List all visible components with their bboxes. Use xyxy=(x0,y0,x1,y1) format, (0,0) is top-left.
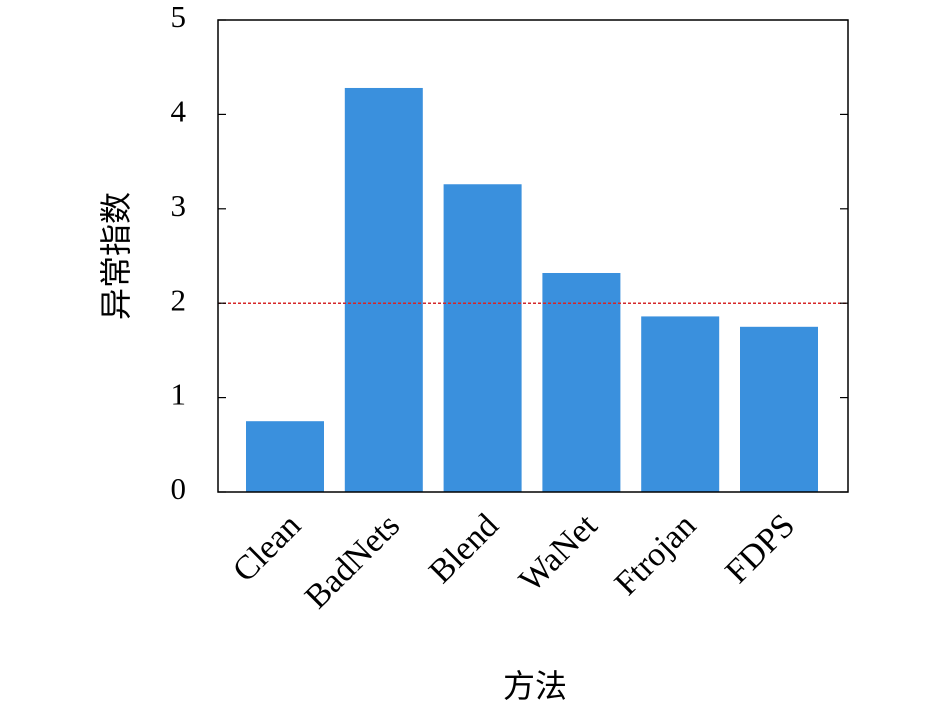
y-axis-label: 异常指数 xyxy=(97,192,135,320)
bar xyxy=(740,326,818,492)
x-tick-label: FDPS xyxy=(719,507,803,591)
bar xyxy=(246,421,324,492)
x-tick-label: Ftrojan xyxy=(608,507,704,603)
y-tick-label: 0 xyxy=(171,471,187,506)
plot-frame xyxy=(217,19,849,493)
y-tick-label: 2 xyxy=(171,282,187,317)
y-tick-label: 4 xyxy=(171,94,187,129)
bar xyxy=(443,184,522,493)
bar xyxy=(344,87,423,492)
y-tick-label: 1 xyxy=(171,377,187,412)
bar xyxy=(542,272,621,492)
bar xyxy=(641,316,720,492)
x-tick-label: BadNets xyxy=(298,507,407,616)
x-tick-label: Blend xyxy=(422,507,506,591)
x-tick-label: WaNet xyxy=(512,507,605,600)
y-tick-label: 3 xyxy=(171,188,187,223)
y-tick-label: 5 xyxy=(171,0,187,34)
x-axis-label: 方法 xyxy=(503,667,567,705)
x-tick-label: Clean xyxy=(226,507,308,589)
